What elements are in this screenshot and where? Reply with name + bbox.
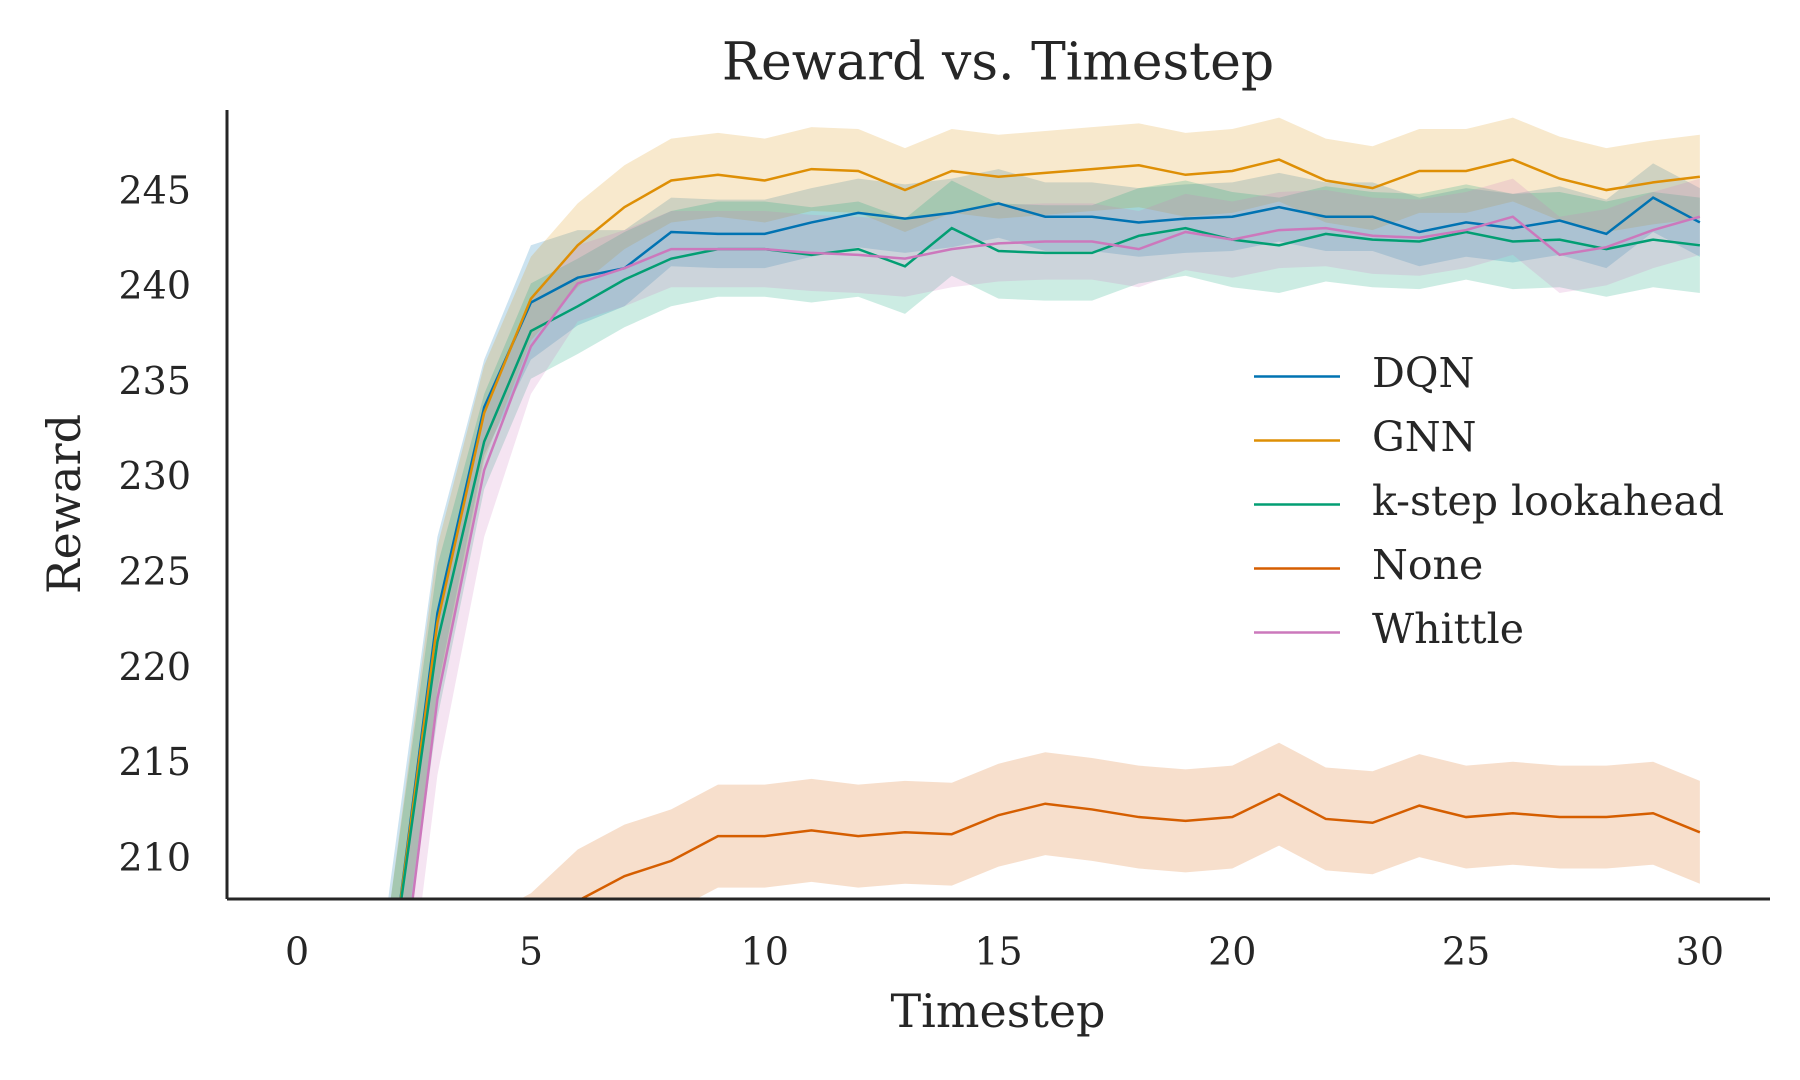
x-tick-label: 0 (285, 930, 309, 974)
legend-label: DQN (1372, 349, 1474, 397)
series-line (400, 226, 1701, 899)
y-tick-label: 210 (118, 835, 191, 879)
x-tick-label: 25 (1442, 930, 1490, 974)
y-axis-label: Reward (37, 414, 91, 594)
chart-title: Reward vs. Timestep (722, 33, 1274, 93)
y-tick-label: 245 (118, 168, 191, 212)
x-tick-label: 30 (1676, 930, 1724, 974)
series-line (578, 792, 1701, 899)
confidence-band (390, 117, 1700, 899)
plot-area (388, 117, 1701, 899)
y-tick-label: 240 (118, 264, 191, 308)
y-tick-label: 215 (118, 740, 191, 784)
y-tick-label: 235 (118, 359, 191, 403)
series-line (399, 196, 1701, 899)
x-axis-label: Timestep (891, 984, 1106, 1038)
confidence-band (520, 742, 1700, 899)
legend-label: None (1372, 541, 1483, 589)
y-tick-label: 230 (118, 454, 191, 498)
legend-label: GNN (1372, 413, 1477, 461)
series-line (399, 158, 1701, 899)
legend-label: k-step lookahead (1372, 477, 1724, 525)
y-tick-label: 220 (118, 645, 191, 689)
series-line (411, 215, 1701, 899)
legend-label: Whittle (1372, 605, 1524, 653)
confidence-band (388, 163, 1700, 899)
x-tick-label: 20 (1208, 930, 1256, 974)
x-tick-label: 15 (974, 930, 1022, 974)
confidence-band (403, 178, 1700, 899)
x-tick-label: 5 (519, 930, 543, 974)
y-tick-label: 225 (118, 550, 191, 594)
x-tick-label: 10 (741, 930, 789, 974)
